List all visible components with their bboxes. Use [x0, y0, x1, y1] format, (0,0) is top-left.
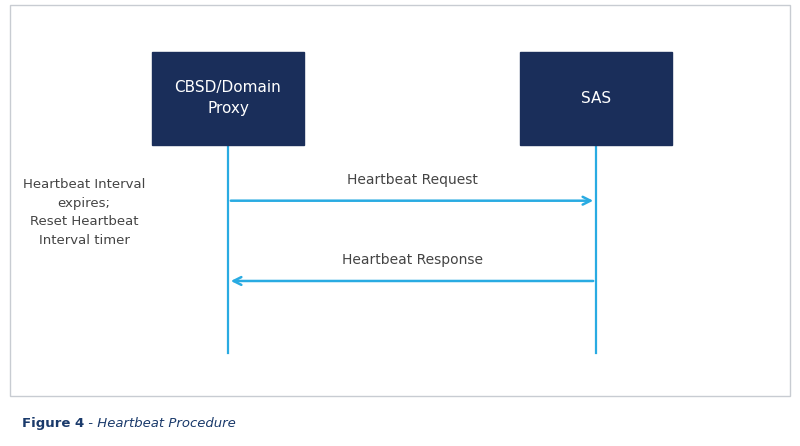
Text: Heartbeat Interval
expires;
Reset Heartbeat
Interval timer: Heartbeat Interval expires; Reset Heartb…: [23, 178, 145, 247]
Text: SAS: SAS: [581, 91, 611, 106]
Bar: [520, 52, 672, 145]
Text: CBSD/Domain
Proxy: CBSD/Domain Proxy: [174, 80, 282, 116]
Bar: [152, 52, 304, 145]
Text: Heartbeat Request: Heartbeat Request: [346, 173, 478, 186]
Text: Heartbeat Response: Heartbeat Response: [342, 253, 482, 267]
Text: Figure 4: Figure 4: [22, 417, 85, 430]
Text: - Heartbeat Procedure: - Heartbeat Procedure: [84, 417, 236, 430]
